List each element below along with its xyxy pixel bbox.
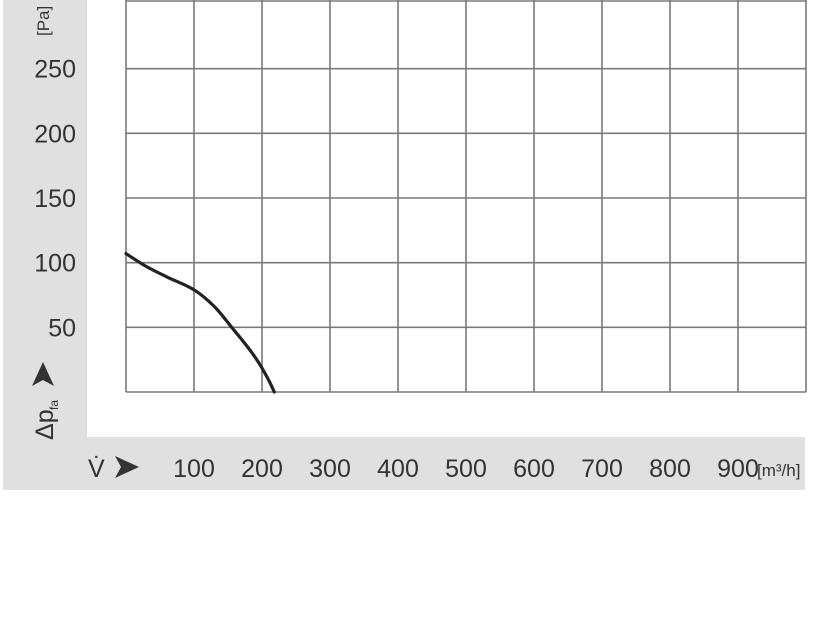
y-axis-panel: [3, 0, 87, 437]
x-tick-label: 200: [241, 455, 283, 483]
x-tick-label: 100: [173, 455, 215, 483]
grid: [125, 0, 807, 393]
x-axis-panel: [3, 437, 805, 490]
x-tick-label: 700: [581, 455, 623, 483]
x-tick-label: 800: [649, 455, 691, 483]
x-unit-label: [m³/h]: [757, 461, 800, 480]
x-axis-label: V̇: [88, 454, 105, 483]
x-tick-label: 300: [309, 455, 351, 483]
y-tick-label: 250: [34, 56, 76, 84]
x-tick-label: 400: [377, 455, 419, 483]
y-axis-arrow-icon: [32, 362, 54, 386]
series-curve: [124, 252, 276, 394]
y-tick-label: 100: [34, 250, 76, 278]
y-axis-label: Δp: [31, 409, 59, 440]
y-tick-label: 200: [34, 120, 76, 148]
x-tick-label: 500: [445, 455, 487, 483]
y-tick-label: 50: [48, 314, 76, 342]
y-unit-label: [Pa]: [34, 6, 53, 36]
x-tick-label: 600: [513, 455, 555, 483]
y-tick-labels: 50 100 150 200 250: [34, 56, 76, 343]
y-tick-label: 150: [34, 185, 76, 213]
x-tick-labels: 100 200 300 400 500 600 700 800 900: [173, 455, 759, 483]
x-tick-label: 900: [717, 455, 759, 483]
y-axis-subscript: fa: [47, 400, 61, 410]
x-axis-arrow-icon: [115, 456, 139, 478]
